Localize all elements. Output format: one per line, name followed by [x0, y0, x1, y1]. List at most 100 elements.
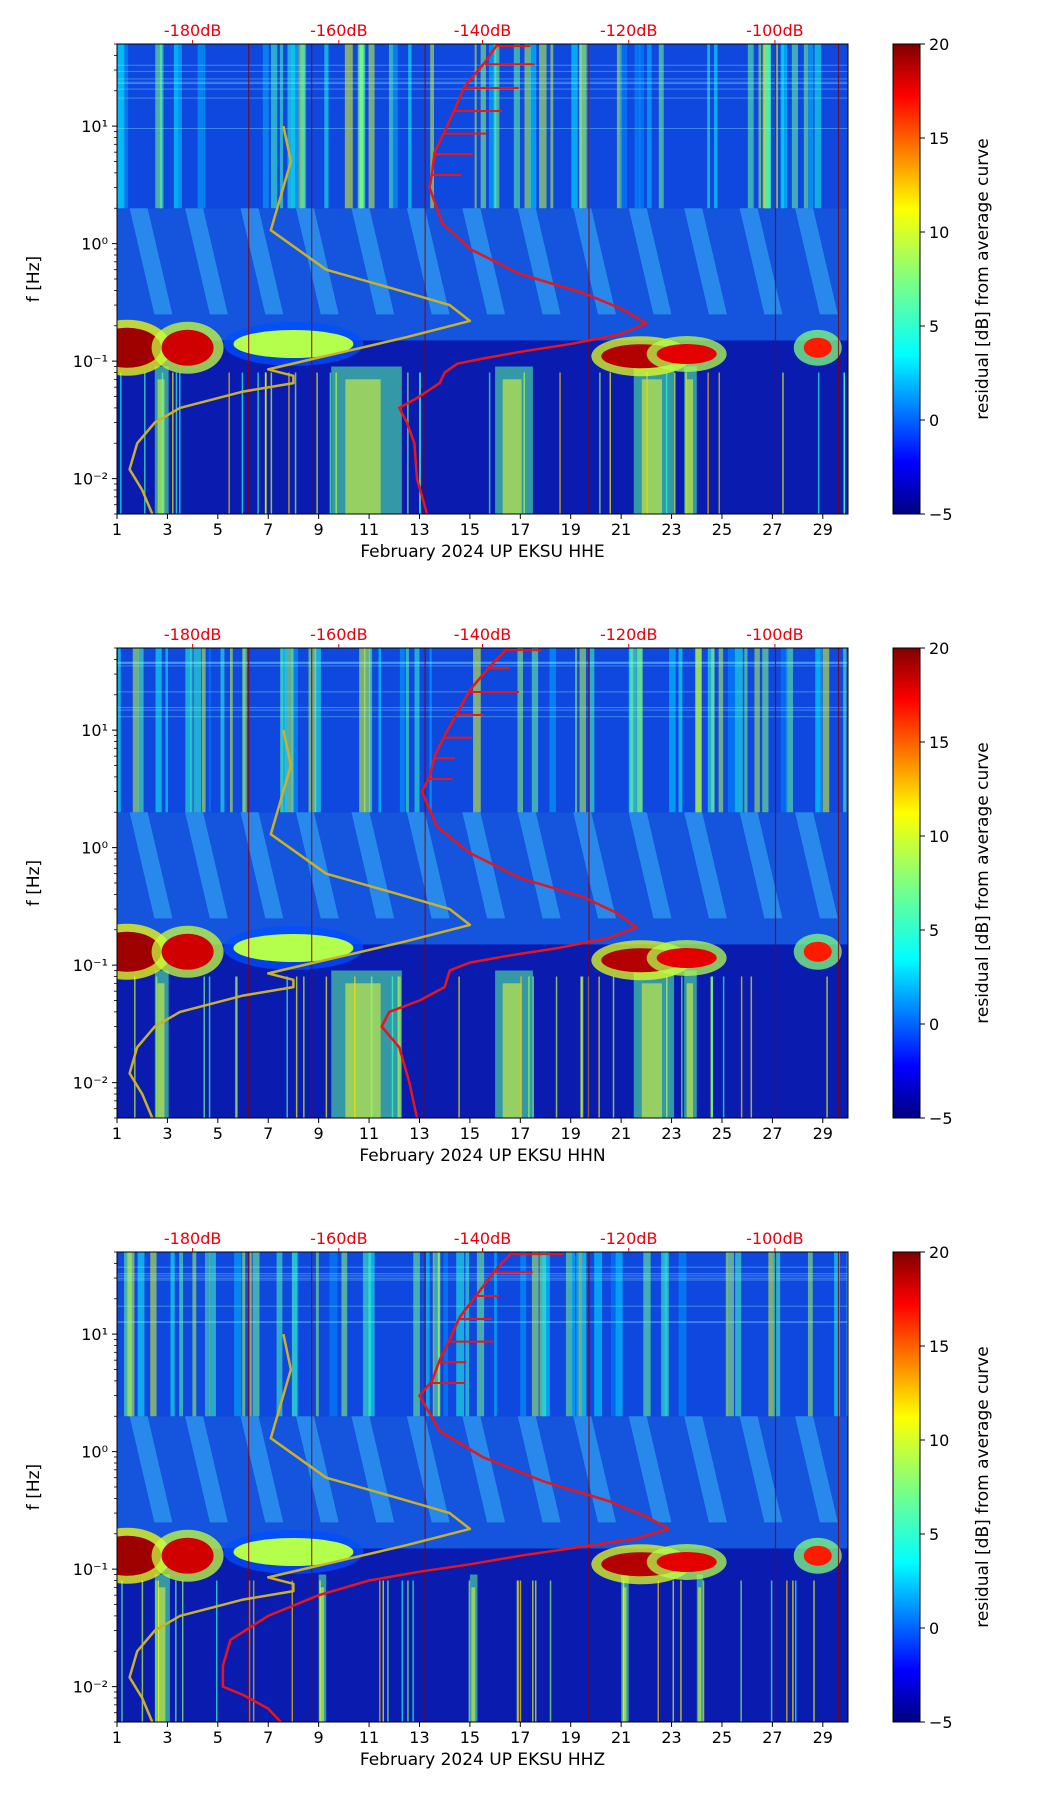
heatmap-needle — [236, 976, 238, 1118]
x-tick-label: 23 — [661, 1728, 681, 1747]
colorbar-tick-label: −5 — [929, 1109, 953, 1128]
heatmap-needle — [203, 976, 205, 1118]
heatmap-hline — [117, 1305, 848, 1307]
heatmap-streak — [129, 208, 173, 315]
heatmap-hline — [117, 1279, 848, 1281]
heatmap-hline — [117, 662, 848, 664]
heatmap-needle — [711, 976, 714, 1118]
heatmap-stripe — [126, 1252, 132, 1417]
heatmap-needle — [534, 1580, 537, 1722]
heatmap-streak — [517, 208, 561, 315]
heatmap-needle — [175, 372, 178, 514]
heatmap-image — [117, 44, 848, 514]
x-tick-label: 17 — [510, 520, 530, 539]
top-db-label: -100dB — [746, 625, 803, 644]
heatmap-stripe — [291, 648, 298, 813]
colorbar-tick-label: 0 — [929, 1619, 939, 1638]
heatmap-stripe — [430, 44, 434, 209]
heatmap-needle — [291, 1580, 294, 1722]
heatmap-event-line — [774, 44, 777, 514]
heatmap-event-line — [837, 1252, 840, 1722]
x-tick-label: 11 — [359, 1124, 379, 1143]
heatmap-stripe — [405, 648, 409, 813]
heatmap-streak — [462, 812, 506, 919]
heatmap-hline — [117, 70, 848, 72]
y-tick-label: 10⁰ — [81, 1443, 108, 1462]
heatmap-event-line — [774, 1252, 777, 1722]
colorbar-label: residual [dB] from average curve — [973, 138, 993, 419]
x-tick-label: 27 — [762, 1728, 782, 1747]
x-tick-label: 29 — [813, 1124, 833, 1143]
heatmap-needle — [523, 372, 526, 514]
heatmap-needle — [609, 372, 612, 514]
y-tick-label: 10⁻¹ — [73, 1560, 108, 1579]
heatmap-streak — [129, 812, 173, 919]
heatmap-low-burst-core — [157, 1587, 166, 1722]
heatmap-needle — [532, 976, 534, 1118]
top-db-label: -160dB — [310, 1229, 367, 1248]
x-tick-label: 5 — [213, 1728, 223, 1747]
heatmap-needle — [319, 1580, 321, 1722]
heatmap-needle — [458, 976, 460, 1118]
heatmap-needle — [270, 372, 273, 514]
heatmap-streak — [517, 1416, 561, 1523]
heatmap-streak — [628, 1416, 672, 1523]
heatmap-needle — [391, 976, 394, 1118]
heatmap-stripe — [170, 1252, 175, 1417]
heatmap-blob — [233, 329, 354, 358]
yellow-model-curve — [128, 1333, 472, 1722]
y-tick-label: 10⁻² — [73, 1074, 108, 1093]
heatmap-hline — [117, 665, 848, 667]
x-tick-label: 1 — [112, 1124, 122, 1143]
yellow-model-curve — [128, 729, 472, 1118]
heatmap-image — [117, 648, 848, 1118]
heatmap-hline — [117, 1321, 848, 1323]
red-average-curve — [221, 1252, 671, 1722]
heatmap-stripe — [117, 648, 121, 813]
colorbar-tick-label: 15 — [929, 1337, 949, 1356]
heatmap-hline — [117, 1273, 848, 1275]
heatmap-stripe — [718, 648, 724, 813]
heatmap-stripe — [185, 648, 192, 813]
heatmap-stripe — [758, 44, 762, 209]
heatmap-streak — [573, 208, 617, 315]
heatmap-stripe — [308, 648, 317, 813]
x-tick-label: 7 — [263, 1124, 273, 1143]
heatmap-blob — [233, 1537, 354, 1566]
heatmap-stripe — [735, 1252, 742, 1417]
heatmap-stripe — [173, 44, 182, 209]
heatmap-stripe — [658, 44, 664, 209]
top-db-label: -100dB — [746, 21, 803, 40]
heatmap-stripe — [137, 1252, 145, 1417]
heatmap-streak — [795, 812, 838, 919]
x-tick-label: 17 — [510, 1124, 530, 1143]
heatmap-needle — [121, 1580, 123, 1722]
y-axis-label: f [Hz] — [24, 256, 44, 302]
heatmap-needle — [665, 372, 668, 514]
colorbar-label: residual [dB] from average curve — [973, 1346, 993, 1627]
heatmap-needle — [294, 372, 297, 514]
heatmap-needle — [120, 372, 122, 514]
heatmap-stripe — [179, 1252, 184, 1417]
heatmap-stripe — [262, 44, 269, 209]
heatmap-stripe — [565, 1252, 573, 1417]
x-tick-label: 29 — [813, 520, 833, 539]
heatmap-stripe — [727, 1252, 734, 1417]
heatmap-stripe — [727, 648, 736, 813]
top-db-label: -100dB — [746, 1229, 803, 1248]
heatmap-stripe — [531, 648, 539, 813]
y-tick-label: 10⁰ — [81, 839, 108, 858]
top-db-label: -120dB — [600, 21, 657, 40]
heatmap-stripe — [270, 44, 278, 209]
heatmap-event-line — [837, 44, 840, 514]
colorbar-tick-label: 15 — [929, 129, 949, 148]
heatmap-stripe — [368, 648, 373, 813]
heatmap-needle — [520, 976, 522, 1118]
x-tick-label: 29 — [813, 1728, 833, 1747]
colorbar-tick-label: 5 — [929, 1525, 939, 1544]
heatmap-stripe — [814, 648, 818, 813]
heatmap-low-burst-core — [471, 1587, 476, 1722]
heatmap-stripe — [150, 1252, 157, 1417]
colorbar-tick-label: 15 — [929, 733, 949, 752]
heatmap-needle — [181, 1580, 184, 1722]
